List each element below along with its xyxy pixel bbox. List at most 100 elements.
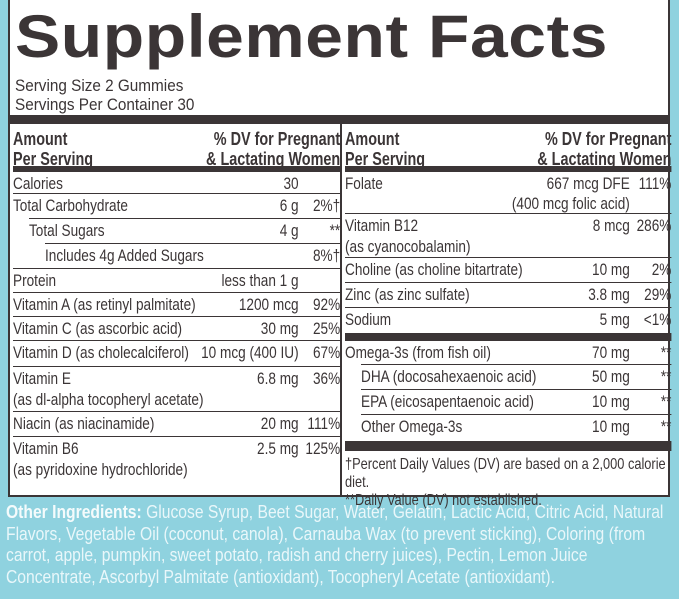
nutrient-row: Protein less than 1 g bbox=[13, 268, 341, 292]
nutrient-name: Calories bbox=[13, 174, 63, 193]
amount-heading: Amount Per Serving bbox=[13, 129, 94, 169]
nutrient-row: Total Sugars 4 g ** bbox=[29, 218, 341, 243]
nutrient-name: Vitamin E bbox=[13, 369, 71, 388]
nutrient-name: Vitamin B12 bbox=[345, 216, 419, 235]
amount: 10 mg bbox=[592, 260, 630, 279]
nutrient-name: Choline (as choline bitartrate) bbox=[345, 260, 523, 279]
heading-line: & Lactating Women bbox=[206, 149, 341, 169]
daily-value: 36% bbox=[312, 369, 341, 388]
nutrient-name: Other Omega-3s bbox=[361, 417, 463, 436]
nutrient-row: Vitamin B12 8 mcg 286% (as cyanocobalamin) bbox=[345, 213, 672, 257]
amount: 667 mcg DFE bbox=[546, 174, 630, 193]
column-header: Amount Per Serving % DV for Pregnant & Lact… bbox=[345, 125, 672, 171]
nutrient-name: Vitamin A (as retinyl palmitate) bbox=[13, 295, 196, 314]
amount-detail: (400 mcg folic acid) bbox=[511, 194, 630, 213]
amount: 30 bbox=[283, 174, 299, 193]
rule bbox=[10, 115, 668, 124]
nutrient-name: Vitamin D (as cholecalciferol) bbox=[13, 343, 189, 362]
nutrient-row: Sodium 5 mg <1% bbox=[345, 307, 672, 332]
daily-value: ** bbox=[660, 392, 672, 411]
heading-line: % DV for Pregnant bbox=[544, 129, 672, 149]
nutrient-name: DHA (docosahexaenoic acid) bbox=[361, 367, 537, 386]
nutrient-name: Total Sugars bbox=[29, 221, 105, 240]
nutrient-detail: (as dl-alpha tocopheryl acetate) bbox=[13, 390, 204, 409]
daily-value: ** bbox=[660, 417, 672, 436]
daily-value: 8%† bbox=[312, 246, 341, 265]
nutrient-row: DHA (docosahexaenoic acid) 50 mg ** bbox=[361, 364, 672, 389]
nutrient-row: Folate 667 mcg DFE 111% (400 mcg folic acid… bbox=[345, 171, 672, 214]
footnotes: †Percent Daily Values (DV) are based on … bbox=[345, 456, 671, 510]
ingredients-label: Other Ingredients: bbox=[6, 502, 142, 522]
nutrient-row: Zinc (as zinc sulfate) 3.8 mg 29% bbox=[345, 282, 672, 307]
spacer bbox=[345, 194, 512, 214]
dv-heading: % DV for Pregnant & Lactating Women bbox=[206, 129, 341, 169]
nutrient-name: Vitamin C (as ascorbic acid) bbox=[13, 319, 183, 338]
heading-line: Amount bbox=[345, 129, 400, 149]
amount: 2.5 mg bbox=[257, 439, 299, 458]
amount: 70 mg bbox=[592, 343, 630, 362]
nutrient-name: Zinc (as zinc sulfate) bbox=[345, 285, 470, 304]
daily-value bbox=[299, 174, 341, 194]
ingredients-text: Glucose Syrup, Beet Sugar, Water, Gelati… bbox=[6, 502, 664, 587]
nutrient-row: Vitamin E 6.8 mg 36% (as dl-alpha tocophery… bbox=[13, 366, 341, 411]
daily-value: <1% bbox=[643, 310, 672, 329]
nutrient-name: Total Carbohydrate bbox=[13, 196, 128, 215]
nutrient-name: Protein bbox=[13, 271, 57, 290]
daily-value: ** bbox=[660, 343, 672, 362]
servings-per-container: Servings Per Container 30 bbox=[15, 95, 195, 114]
amount: 4 g bbox=[279, 221, 299, 240]
nutrient-name: EPA (eicosapentaenoic acid) bbox=[361, 392, 534, 411]
daily-value: ** bbox=[660, 367, 672, 386]
footnote: †Percent Daily Values (DV) are based on … bbox=[345, 456, 666, 491]
nutrient-name: Vitamin B6 bbox=[13, 439, 79, 458]
nutrient-name: Includes 4g Added Sugars bbox=[45, 246, 204, 265]
amount: 30 mg bbox=[260, 319, 299, 338]
nutrient-row: Other Omega-3s 10 mg ** bbox=[361, 414, 672, 440]
daily-value: 67% bbox=[312, 343, 341, 362]
daily-value: 92% bbox=[312, 295, 341, 314]
heading-line: Per Serving bbox=[345, 149, 426, 169]
nutrient-row: Includes 4g Added Sugars 8%† bbox=[45, 243, 341, 268]
nutrient-row: EPA (eicosapentaenoic acid) 10 mg ** bbox=[361, 389, 672, 414]
serving-size: Serving Size 2 Gummies bbox=[15, 76, 184, 95]
nutrient-row: Vitamin D (as cholecalciferol) 10 mcg (40… bbox=[13, 340, 341, 366]
heading-line: & Lactating Women bbox=[537, 149, 672, 169]
rule bbox=[345, 333, 672, 341]
footnote: **Daily Value (DV) not established. bbox=[345, 492, 542, 509]
rule bbox=[345, 441, 672, 451]
nutrient-row: Niacin (as niacinamide) 20 mg 111% bbox=[13, 411, 341, 436]
column-header: Amount Per Serving % DV for Pregnant & Lact… bbox=[13, 125, 341, 171]
nutrient-row: Vitamin A (as retinyl palmitate) 1200 mcg… bbox=[13, 292, 341, 316]
other-ingredients: Other Ingredients: Glucose Syrup, Beet S… bbox=[6, 502, 671, 588]
supplement-panel: Supplement Facts Serving Size 2 Gummies … bbox=[8, 0, 672, 509]
heading-line: % DV for Pregnant bbox=[213, 129, 341, 149]
daily-value: 2% bbox=[651, 260, 672, 279]
column: Amount Per Serving % DV for Pregnant & Lact… bbox=[13, 125, 341, 481]
daily-value: 125% bbox=[305, 439, 341, 458]
nutrient-row: Vitamin B6 2.5 mg 125% (as pyridoxine hydro… bbox=[13, 436, 341, 481]
daily-value bbox=[299, 271, 341, 292]
nutrient-detail: (as pyridoxine hydrochloride) bbox=[13, 460, 188, 479]
column-divider bbox=[340, 124, 342, 495]
amount: 10 mg bbox=[592, 392, 630, 411]
daily-value: ** bbox=[329, 221, 341, 240]
nutrient-row: Total Carbohydrate 6 g 2%† bbox=[13, 193, 341, 218]
title: Supplement Facts bbox=[15, 3, 609, 70]
daily-value: 111% bbox=[638, 174, 672, 193]
amount: 3.8 mg bbox=[588, 285, 630, 304]
heading-line: Amount bbox=[13, 129, 68, 149]
amount-heading: Amount Per Serving bbox=[345, 129, 426, 169]
daily-value: 2%† bbox=[312, 196, 341, 215]
heading-line: Per Serving bbox=[13, 149, 94, 169]
daily-value: 25% bbox=[312, 319, 341, 338]
nutrient-row: Calories 30 bbox=[13, 171, 341, 194]
amount: 10 mcg (400 IU) bbox=[201, 343, 299, 362]
amount: 6.8 mg bbox=[257, 369, 299, 388]
daily-value: 111% bbox=[307, 414, 341, 433]
nutrient-name: Sodium bbox=[345, 310, 392, 329]
daily-value: 286% bbox=[636, 216, 672, 235]
nutrient-row: Choline (as choline bitartrate) 10 mg 2% bbox=[345, 257, 672, 282]
amount: 50 mg bbox=[592, 367, 630, 386]
nutrient-name: Omega-3s (from fish oil) bbox=[345, 343, 491, 362]
